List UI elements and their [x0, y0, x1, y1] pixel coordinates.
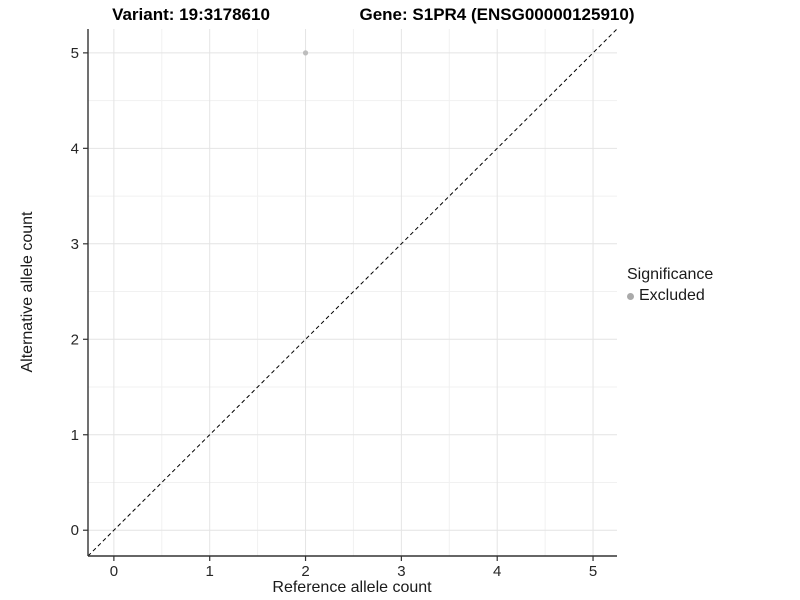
y-tick-label: 1	[71, 427, 79, 444]
data-point	[302, 50, 309, 56]
x-axis-title: Reference allele count	[272, 579, 432, 596]
plot-title-variant: Variant: 19:3178610	[112, 5, 270, 24]
y-tick-label: 3	[71, 236, 79, 253]
x-tick-label: 4	[493, 563, 501, 580]
y-axis-title: Alternative allele count	[19, 211, 36, 373]
legend-item-excluded: Excluded	[627, 287, 713, 305]
legend: Significance Excluded	[627, 266, 713, 305]
y-tick-label: 0	[71, 522, 79, 539]
y-tick-label: 2	[71, 331, 79, 348]
legend-title: Significance	[627, 266, 714, 283]
legend-item-label: Excluded	[639, 287, 705, 304]
x-tick-label: 3	[397, 563, 405, 580]
x-tick-label: 2	[301, 563, 309, 580]
x-tick-label: 5	[589, 563, 597, 580]
x-tick-label: 0	[110, 563, 118, 580]
identity-line	[87, 28, 618, 557]
y-tick-label: 4	[71, 140, 79, 157]
x-tick-label: 1	[206, 563, 214, 580]
legend-point-icon	[627, 292, 634, 300]
plot-title-gene: Gene: S1PR4 (ENSG00000125910)	[359, 5, 635, 24]
y-tick-label: 5	[71, 45, 79, 62]
